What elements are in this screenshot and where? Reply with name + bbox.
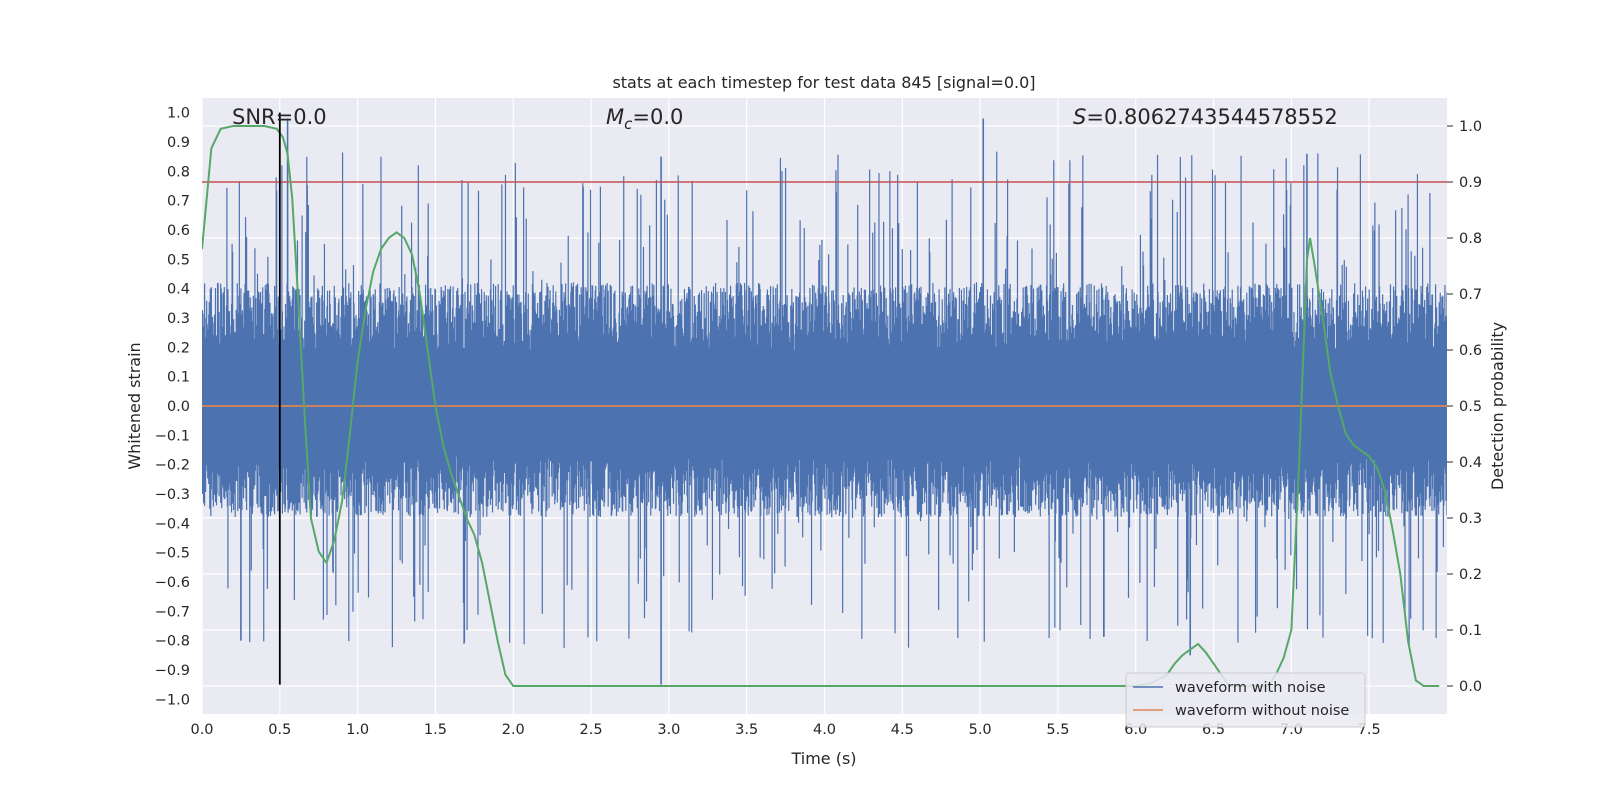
y-tick-label: −1.0	[155, 692, 190, 708]
y2-tick-label: 0.4	[1459, 455, 1482, 471]
x-tick-label: 3.0	[657, 722, 680, 738]
y2-tick-label: 0.8	[1459, 231, 1482, 247]
y-tick-label: −0.8	[155, 634, 190, 650]
y-tick-label: 0.0	[167, 399, 190, 415]
series-waveform-with-noise	[202, 118, 1447, 685]
y-tick-label: 0.1	[167, 370, 190, 386]
legend-label-without-noise: waveform without noise	[1175, 703, 1349, 719]
y-tick-label: 0.7	[167, 194, 190, 210]
x-tick-label: 4.5	[891, 722, 914, 738]
legend: waveform with noise waveform without noi…	[1125, 672, 1366, 728]
y2-tick-label: 0.0	[1459, 679, 1482, 695]
y2-tick-label: 0.9	[1459, 175, 1482, 191]
x-tick-label: 1.0	[346, 722, 369, 738]
x-tick-label: 2.5	[580, 722, 603, 738]
legend-box	[1125, 672, 1366, 728]
mc-symbol: M	[606, 105, 624, 129]
y-axis-label: Whitened strain	[125, 342, 144, 469]
x-axis-label: Time (s)	[790, 749, 856, 768]
right-axis-ticks: 1.0 0.9 0.8 0.7 0.6 0.5 0.4 0.3 0.2 0.1 0.0	[1447, 119, 1482, 695]
y-tick-label: 0.2	[167, 340, 190, 356]
y-tick-label: −0.2	[155, 458, 190, 474]
y2-tick-label: 0.7	[1459, 287, 1482, 303]
y2-tick-label: 0.2	[1459, 567, 1482, 583]
x-tick-label: 5.5	[1046, 722, 1069, 738]
y-tick-label: 0.3	[167, 311, 190, 327]
chart-title: stats at each timestep for test data 845…	[612, 73, 1035, 92]
x-tick-label: 2.0	[502, 722, 525, 738]
y-tick-label: 0.4	[167, 282, 190, 298]
y2-axis-label: Detection probability	[1488, 322, 1507, 490]
y2-tick-label: 0.6	[1459, 343, 1482, 359]
y-tick-label: 1.0	[167, 106, 190, 122]
y2-tick-label: 0.3	[1459, 511, 1482, 527]
y-tick-label: −0.3	[155, 487, 190, 503]
y-tick-label: −0.6	[155, 575, 190, 591]
y-tick-label: −0.7	[155, 604, 190, 620]
s-symbol: S	[1073, 105, 1086, 129]
y-tick-label: −0.1	[155, 428, 190, 444]
x-tick-label: 1.5	[424, 722, 447, 738]
series-lines	[202, 112, 1447, 687]
mc-annotation: Mc=0.0	[606, 105, 683, 133]
snr-annotation: SNR=0.0	[232, 105, 327, 129]
x-tick-label: 3.5	[735, 722, 758, 738]
y-tick-label: −0.5	[155, 546, 190, 562]
mc-value: =0.0	[632, 105, 683, 129]
x-tick-label: 0.0	[190, 722, 213, 738]
x-tick-label: 4.0	[813, 722, 836, 738]
noise-trace	[202, 151, 1447, 650]
s-value: =0.8062743544578552	[1086, 105, 1337, 129]
x-tick-label: 5.0	[969, 722, 992, 738]
y-tick-label: 0.8	[167, 164, 190, 180]
y-tick-label: −0.9	[155, 663, 190, 679]
mc-subscript: c	[624, 115, 633, 133]
y-tick-label: 0.6	[167, 223, 190, 239]
y-tick-label: 0.9	[167, 135, 190, 151]
plot-area	[202, 112, 1447, 687]
y2-tick-label: 0.1	[1459, 623, 1482, 639]
legend-label-with-noise: waveform with noise	[1175, 680, 1326, 696]
y2-tick-label: 1.0	[1459, 119, 1482, 135]
x-tick-label: 0.5	[268, 722, 291, 738]
y2-tick-label: 0.5	[1459, 399, 1482, 415]
y-tick-label: −0.4	[155, 516, 190, 532]
series-detection-probability	[202, 125, 1440, 687]
y-tick-label: 0.5	[167, 252, 190, 268]
s-annotation: S=0.8062743544578552	[1073, 105, 1338, 129]
left-axis-ticks: 1.0 0.9 0.8 0.7 0.6 0.5 0.4 0.3 0.2 0.1 0.0 −0.1 −0.…	[155, 106, 190, 709]
